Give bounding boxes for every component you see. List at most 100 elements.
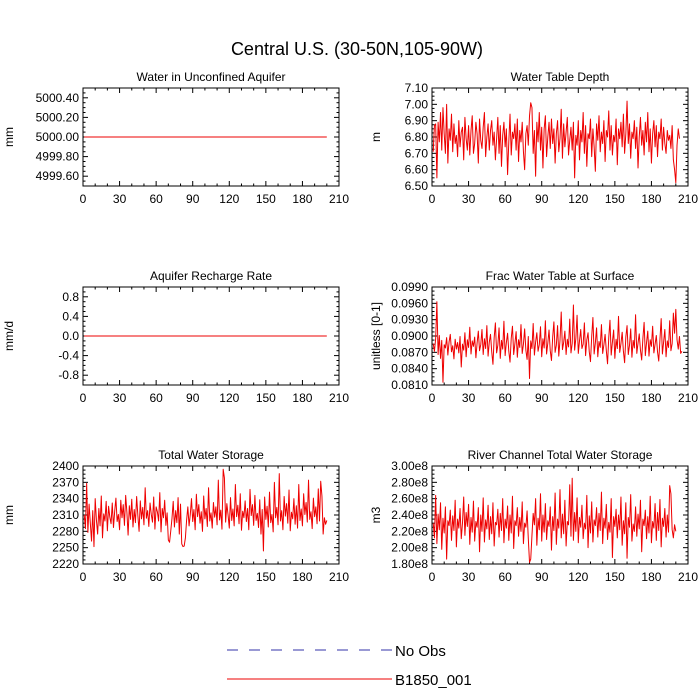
- x-tick-label: 210: [329, 391, 349, 405]
- y-tick-label: 6.70: [405, 146, 429, 160]
- y-tick-label: 6.90: [405, 114, 429, 128]
- x-tick-label: 0: [80, 192, 87, 206]
- x-tick-label: 180: [641, 570, 661, 584]
- y-tick-label: 3.00e8: [391, 459, 428, 473]
- panel-4: Frac Water Table at Surface 0 30 60 90 120 150…: [369, 269, 698, 405]
- main-title: Central U.S. (30-50N,105-90W): [231, 39, 483, 59]
- x-tick-label: 120: [568, 391, 588, 405]
- x-tick-label: 180: [292, 192, 312, 206]
- x-tick-label: 120: [219, 391, 239, 405]
- panel-title: Frac Water Table at Surface: [486, 269, 635, 283]
- x-tick-label: 210: [329, 192, 349, 206]
- x-tick-label: 30: [113, 391, 127, 405]
- y-tick-label: 0.0930: [391, 313, 428, 327]
- panel-title: Water Table Depth: [511, 70, 610, 84]
- x-tick-label: 180: [641, 192, 661, 206]
- y-tick-label: -0.8: [58, 368, 79, 382]
- x-tick-label: 150: [256, 391, 276, 405]
- series-line-B1850_001: [432, 477, 677, 563]
- series-line-B1850_001: [432, 100, 680, 184]
- y-axis-label: mm: [2, 127, 16, 147]
- x-tick-label: 120: [568, 570, 588, 584]
- x-tick-label: 120: [219, 192, 239, 206]
- x-tick-label: 150: [256, 570, 276, 584]
- y-tick-label: 2250: [52, 541, 79, 555]
- y-axis-label: mm: [2, 505, 16, 525]
- x-tick-label: 150: [605, 391, 625, 405]
- x-tick-label: 210: [678, 192, 698, 206]
- x-tick-label: 180: [292, 570, 312, 584]
- y-tick-label: 2310: [52, 508, 79, 522]
- y-tick-label: -0.4: [58, 349, 79, 363]
- panel-title: Water in Unconfined Aquifer: [137, 70, 286, 84]
- x-tick-label: 30: [462, 391, 476, 405]
- x-tick-label: 210: [329, 570, 349, 584]
- y-tick-label: 4999.60: [36, 169, 80, 183]
- y-tick-label: 5000.20: [36, 110, 80, 124]
- y-tick-label: 0.0900: [391, 329, 428, 343]
- panels: Water in Unconfined Aquifer 0 30 60 90 120 150…: [2, 70, 698, 584]
- panel-2: Water Table Depth 0 30 60 90 120 150 180 210 6.50…: [369, 70, 698, 206]
- y-tick-label: 4999.80: [36, 150, 80, 164]
- x-tick-label: 210: [678, 570, 698, 584]
- y-tick-label: 7.00: [405, 97, 429, 111]
- y-tick-label: 0.0870: [391, 345, 428, 359]
- y-tick-label: 5000.00: [36, 130, 80, 144]
- y-tick-label: 2280: [52, 524, 79, 538]
- y-tick-label: 6.80: [405, 130, 429, 144]
- y-tick-label: 2.60e8: [391, 492, 428, 506]
- x-tick-label: 60: [149, 391, 163, 405]
- y-tick-label: 5000.40: [36, 91, 80, 105]
- x-tick-label: 60: [498, 192, 512, 206]
- series-line-B1850_001: [83, 468, 328, 552]
- x-tick-label: 30: [113, 570, 127, 584]
- x-tick-label: 90: [186, 192, 200, 206]
- legend-label: No Obs: [395, 643, 446, 660]
- x-tick-label: 0: [429, 391, 436, 405]
- y-axis-label: m: [369, 132, 383, 142]
- y-tick-label: 0.0960: [391, 296, 428, 310]
- y-tick-label: 2.40e8: [391, 508, 428, 522]
- series-line-B1850_001: [432, 301, 683, 383]
- x-tick-label: 180: [641, 391, 661, 405]
- y-tick-label: 2.20e8: [391, 524, 428, 538]
- panel-6: River Channel Total Water Storage 0 30 60 90…: [369, 448, 698, 584]
- legend-item-2: B1850_001: [227, 672, 472, 689]
- x-tick-label: 180: [292, 391, 312, 405]
- legend-item-1: No Obs: [227, 643, 446, 660]
- x-tick-label: 0: [429, 192, 436, 206]
- x-tick-label: 90: [535, 570, 549, 584]
- y-tick-label: 0.0990: [391, 280, 428, 294]
- panel-title: Aquifer Recharge Rate: [150, 269, 272, 283]
- y-tick-label: 0.4: [62, 309, 79, 323]
- y-tick-label: 0.8: [62, 290, 79, 304]
- y-tick-label: 2400: [52, 459, 79, 473]
- y-tick-label: 2220: [52, 557, 79, 571]
- x-tick-label: 60: [149, 570, 163, 584]
- y-tick-label: 1.80e8: [391, 557, 428, 571]
- x-tick-label: 120: [219, 570, 239, 584]
- x-tick-label: 60: [498, 570, 512, 584]
- panel-3: Aquifer Recharge Rate 0 30 60 90 120 150 180 210…: [2, 269, 349, 405]
- panel-title: River Channel Total Water Storage: [468, 448, 653, 462]
- x-tick-label: 0: [80, 391, 87, 405]
- panel-title: Total Water Storage: [158, 448, 264, 462]
- panel-1: Water in Unconfined Aquifer 0 30 60 90 120 150…: [2, 70, 349, 206]
- y-tick-label: 2340: [52, 492, 79, 506]
- x-tick-label: 150: [605, 570, 625, 584]
- x-tick-label: 0: [80, 570, 87, 584]
- y-tick-label: 7.10: [405, 81, 429, 95]
- y-axis-label: mm/d: [2, 321, 16, 351]
- y-tick-label: 0.0: [62, 329, 79, 343]
- y-axis-label: unitless [0-1]: [369, 302, 383, 370]
- x-tick-label: 150: [605, 192, 625, 206]
- x-tick-label: 150: [256, 192, 276, 206]
- y-tick-label: 6.50: [405, 179, 429, 193]
- x-tick-label: 120: [568, 192, 588, 206]
- x-tick-label: 0: [429, 570, 436, 584]
- x-tick-label: 90: [186, 570, 200, 584]
- y-tick-label: 6.60: [405, 163, 429, 177]
- y-tick-label: 2370: [52, 475, 79, 489]
- y-tick-label: 0.0840: [391, 362, 428, 376]
